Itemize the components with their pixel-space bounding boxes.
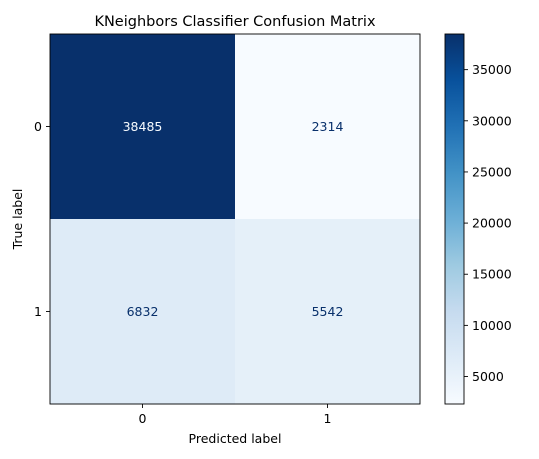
cell-value-label: 2314 <box>312 119 344 134</box>
colorbar-tick-label: 5000 <box>472 369 504 384</box>
colorbar-tick-label: 15000 <box>472 267 512 282</box>
heatmap-cell <box>50 219 236 405</box>
x-tick-label: 1 <box>324 411 332 426</box>
colorbar-tick-label: 10000 <box>472 318 512 333</box>
y-tick-label: 0 <box>34 119 42 134</box>
plot-frame <box>49 33 421 405</box>
heatmap-cells <box>50 34 421 405</box>
heatmap-cell <box>235 34 421 220</box>
y-tick-label: 1 <box>34 304 42 319</box>
cell-value-label: 6832 <box>127 304 159 319</box>
x-tick-label: 0 <box>139 411 147 426</box>
y-axis-ticks: 01 <box>34 119 50 319</box>
cell-value-label: 38485 <box>123 119 163 134</box>
colorbar-tick-label: 30000 <box>472 113 512 128</box>
colorbar-tick-label: 35000 <box>472 62 512 77</box>
heatmap-cell-labels: 38485 2314 6832 5542 <box>123 119 344 319</box>
colorbar-ticks: 5000 10000 15000 20000 25000 30000 35000 <box>464 62 512 384</box>
colorbar-tick-label: 25000 <box>472 164 512 179</box>
heatmap-cell <box>235 219 421 405</box>
colorbar <box>444 33 465 405</box>
colorbar-tick-label: 20000 <box>472 216 512 231</box>
heatmap-cell <box>50 34 236 220</box>
y-axis-label: True label <box>10 189 25 251</box>
chart-title: KNeighbors Classifier Confusion Matrix <box>94 14 376 30</box>
x-axis-label: Predicted label <box>189 431 282 446</box>
cell-value-label: 5542 <box>312 304 344 319</box>
